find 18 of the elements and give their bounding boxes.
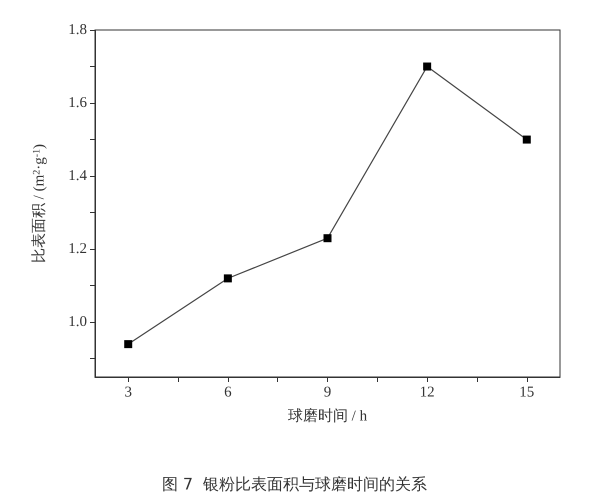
x-axis-title: 球磨时间 / h [288,408,368,424]
y-tick-label: 1.2 [68,241,87,258]
point [423,62,432,71]
x-tick-label: 6 [224,384,232,400]
y-tick-label: 1.0 [68,314,87,330]
point [224,274,232,282]
caption: 图 7 银粉比表面积与球磨时间的关系 [162,474,428,494]
y-tick-label: 1.4 [68,168,88,184]
point [124,340,132,348]
x-tick-label: 3 [124,384,132,400]
point [522,136,531,144]
x-tick-label: 12 [420,384,435,400]
y-tick-label: 1.8 [68,22,87,38]
point [324,234,332,242]
y-tick-label: 1.6 [68,95,88,112]
y-axis-title: 比表面积 / (m2·g-1) [30,144,48,264]
x-tick-label: 15 [519,384,534,400]
x-tick-label: 9 [324,384,332,400]
